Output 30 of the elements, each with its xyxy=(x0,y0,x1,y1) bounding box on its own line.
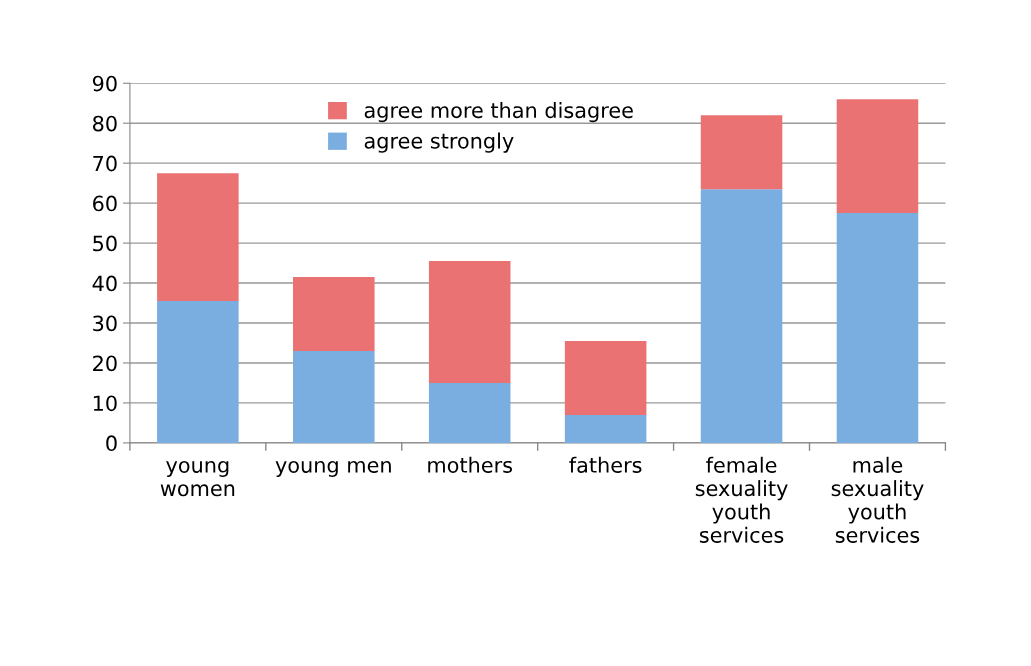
x-tick-label: female sexuality youth services xyxy=(695,456,788,543)
legend-label: agree strongly xyxy=(364,132,514,153)
y-tick-label: 90 xyxy=(92,75,117,92)
x-tick-label: young men xyxy=(275,460,391,477)
bar xyxy=(293,277,375,351)
bar xyxy=(836,213,919,443)
bar xyxy=(836,99,919,214)
y-tick-label: 0 xyxy=(106,435,117,452)
y-tick-label: 30 xyxy=(93,315,117,332)
y-tick-label: 80 xyxy=(93,115,117,132)
bar xyxy=(157,173,239,302)
y-tick-label: 20 xyxy=(93,355,117,372)
bar xyxy=(428,261,511,383)
y-tick-label: 10 xyxy=(93,395,117,412)
y-tick-label: 50 xyxy=(93,235,117,252)
x-tick-label: fathers xyxy=(569,456,642,473)
bar xyxy=(700,115,783,190)
y-tick-label: 70 xyxy=(93,155,117,172)
y-tick-label: 40 xyxy=(92,275,117,292)
x-tick-label: male sexuality youth services xyxy=(831,456,924,543)
bar xyxy=(700,189,783,443)
bar xyxy=(564,340,647,415)
x-tick-label: young women xyxy=(160,460,235,497)
y-tick-label: 60 xyxy=(93,195,117,212)
legend-label: agree more than disagree xyxy=(364,102,633,123)
bar xyxy=(564,414,647,443)
bar xyxy=(428,382,511,443)
x-tick-label: mothers xyxy=(428,456,513,473)
bar xyxy=(157,301,239,443)
bar xyxy=(293,350,375,443)
